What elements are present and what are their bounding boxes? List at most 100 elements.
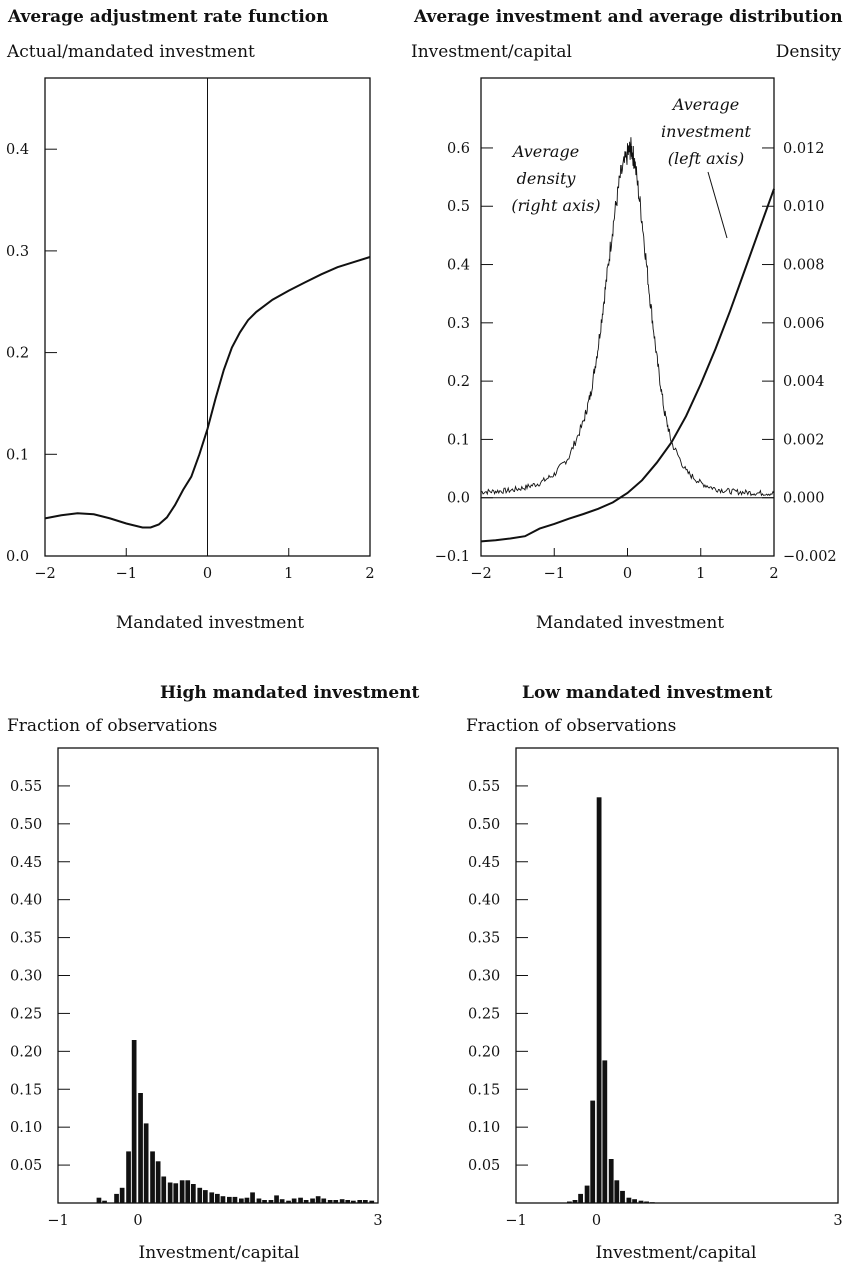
chart3-histogram-bar xyxy=(138,1093,143,1203)
chart2-ytick-label: 0.010 xyxy=(783,199,825,215)
chart3-histogram-bar xyxy=(96,1197,102,1203)
chart4-xtick-label: 0 xyxy=(592,1213,601,1229)
chart1-ytick-label: 0.4 xyxy=(6,142,29,158)
chart2-xtick-label: −1 xyxy=(544,566,565,582)
chart3-histogram-bar xyxy=(239,1198,244,1203)
chart4-xtick-label: 3 xyxy=(833,1213,842,1229)
chart1-xtick-label: 2 xyxy=(365,566,374,582)
chart3-histogram-bar xyxy=(102,1200,107,1203)
chart3-histogram-bar xyxy=(279,1199,285,1203)
chart4-ytick-label: 0.30 xyxy=(468,969,500,985)
chart3-ytick-label: 0.50 xyxy=(10,817,42,833)
chart3-histogram-bar xyxy=(310,1198,315,1203)
chart4-ytick-label: 0.10 xyxy=(468,1120,500,1136)
chart1-ytick-label: 0.0 xyxy=(6,549,29,565)
chart3-histogram-bar xyxy=(232,1196,238,1203)
chart4-histogram-bar xyxy=(632,1199,637,1203)
chart4-frame xyxy=(515,747,839,1204)
chart2-density-line xyxy=(480,137,775,497)
chart4-histogram-bar xyxy=(578,1193,583,1203)
chart3-histogram-bar xyxy=(191,1184,196,1203)
chart3-histogram-bar xyxy=(173,1183,179,1203)
chart3-ytick-label: 0.10 xyxy=(10,1120,42,1136)
chart3-histogram-bar xyxy=(303,1200,309,1203)
chart3-histogram-bar xyxy=(119,1187,125,1203)
chart4-histogram-bar xyxy=(626,1197,632,1203)
chart2-ytick-label: 0.0 xyxy=(447,491,470,507)
chart4-histogram-bar xyxy=(596,797,602,1203)
chart3-histogram-bar xyxy=(167,1182,173,1203)
chart3-histogram-bar xyxy=(220,1196,226,1203)
chart3-histogram-bar xyxy=(286,1200,291,1203)
chart3-title: High mandated investment xyxy=(160,683,420,703)
chart4-histogram-bar xyxy=(567,1201,572,1203)
chart1-series-line xyxy=(44,256,371,529)
chart3-histogram-bar xyxy=(274,1195,279,1203)
chart3-histogram-bar xyxy=(155,1161,161,1203)
chart3-histogram-bar xyxy=(321,1198,327,1203)
chart3-xlabel: Investment/capital xyxy=(138,1243,300,1263)
chart2-ytick-label: −0.1 xyxy=(435,549,470,565)
chart2-investment-line xyxy=(480,188,775,543)
chart2-ytick-label: 0.006 xyxy=(783,316,825,332)
chart3-histogram-bar xyxy=(161,1176,167,1203)
chart3-histogram-bar xyxy=(126,1151,131,1203)
chart3-histogram-bar xyxy=(179,1180,185,1204)
chart3-xtick-label: 0 xyxy=(133,1213,142,1229)
chart3-xtick-label: 3 xyxy=(373,1213,382,1229)
chart2-xtick-label: 1 xyxy=(696,566,705,582)
chart4-histogram-bar xyxy=(644,1201,649,1203)
chart3-histogram-bar xyxy=(327,1200,333,1203)
chart2-annotation-investment: Average xyxy=(671,95,739,114)
chart4-ylabel: Fraction of observations xyxy=(466,716,677,736)
chart4-ytick-label: 0.15 xyxy=(468,1082,500,1098)
chart3-histogram-bar xyxy=(131,1040,137,1203)
chart1-ytick-label: 0.1 xyxy=(6,447,29,463)
chart2-ytick-label: 0.6 xyxy=(447,141,470,157)
chart4-ytick-label: 0.35 xyxy=(468,931,500,947)
chart2-ylabel-right: Density xyxy=(775,42,841,62)
chart4-ytick-label: 0.50 xyxy=(468,817,500,833)
chart3-frame xyxy=(57,747,379,1204)
chart4-histogram-bar xyxy=(638,1200,644,1203)
chart3-ytick-label: 0.45 xyxy=(10,855,42,871)
chart3-histogram-bar xyxy=(357,1200,363,1203)
chart2-ytick-label: 0.2 xyxy=(447,374,470,390)
chart1-xtick-label: 1 xyxy=(284,566,293,582)
chart4-histogram-bar xyxy=(572,1200,578,1203)
chart1-title: Average adjustment rate function xyxy=(8,7,329,27)
chart3-histogram-bar xyxy=(143,1123,149,1203)
chart2-annotation-density: (right axis) xyxy=(511,196,600,215)
chart3-histogram-bar xyxy=(315,1196,321,1203)
chart1-xtick-label: −2 xyxy=(34,566,55,582)
chart3-histogram-bar xyxy=(250,1192,255,1203)
chart1-ytick-label: 0.3 xyxy=(6,244,29,260)
chart2-ytick-label: 0.1 xyxy=(447,432,470,448)
chart4-ytick-label: 0.40 xyxy=(468,893,500,909)
chart3-histogram-bar xyxy=(351,1200,356,1203)
chart1-ytick-label: 0.2 xyxy=(6,346,29,362)
chart3-histogram-bar xyxy=(369,1200,375,1203)
chart3-histogram-bar xyxy=(244,1197,250,1203)
chart4-histogram-bar xyxy=(656,1202,662,1204)
chart4-xlabel: Investment/capital xyxy=(595,1243,757,1263)
chart4-ytick-label: 0.45 xyxy=(468,855,500,871)
chart4-histogram-bar xyxy=(649,1202,655,1203)
chart3-ytick-label: 0.40 xyxy=(10,893,42,909)
chart3-ylabel: Fraction of observations xyxy=(7,716,218,736)
chart3-histogram-bar xyxy=(215,1193,220,1203)
chart3-histogram-bar xyxy=(197,1187,203,1203)
chart3-histogram-bar xyxy=(185,1180,191,1204)
chart3-ytick-label: 0.35 xyxy=(10,931,42,947)
chart4-title: Low mandated investment xyxy=(522,683,773,703)
chart2-annotation-leader xyxy=(707,171,728,239)
chart2-ytick-label: 0.012 xyxy=(783,141,825,157)
chart3-ytick-label: 0.15 xyxy=(10,1082,42,1098)
chart2-annotation-investment: investment xyxy=(661,122,752,141)
chart4-ytick-label: 0.25 xyxy=(468,1006,500,1022)
chart3-xtick-label: −1 xyxy=(47,1213,68,1229)
chart3-ytick-label: 0.55 xyxy=(10,779,42,795)
chart2-title: Average investment and average distribut… xyxy=(414,7,843,27)
chart2-annotation-density: Average xyxy=(511,142,579,161)
